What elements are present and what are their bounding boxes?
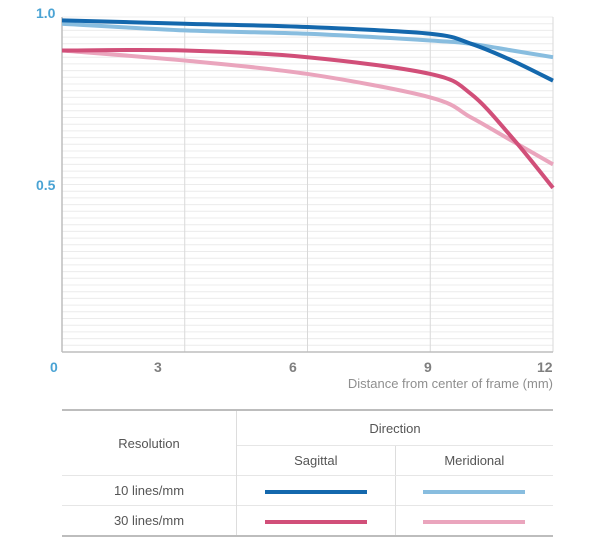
x-tick-label: 9 (424, 359, 432, 375)
meridional-30-swatch (423, 519, 526, 524)
x-tick-label: 3 (154, 359, 162, 375)
resolution-label: 30 lines/mm (62, 505, 237, 537)
meridional-10-swatch (423, 489, 526, 494)
series-line-10-lines-mm-meridional (61, 21, 554, 60)
y-tick-label: 0.5 (36, 177, 56, 193)
chart-lines (61, 18, 555, 190)
meridional-header: Meridional (395, 445, 553, 476)
x-origin-label: 0 (50, 359, 58, 375)
x-tick-label: 6 (289, 359, 297, 375)
sagittal-10-swatch (264, 489, 367, 494)
legend-table: Resolution Direction Sagittal Meridional… (62, 409, 553, 537)
chart-labels: 1.0 0.5 0 3 6 9 12 Distance from center … (36, 5, 553, 391)
chart-grid (62, 16, 554, 353)
legend-row: 10 lines/mm (62, 475, 553, 506)
series-line-30-lines-mm-sagittal (61, 48, 555, 190)
series-line-30-lines-mm-meridional (61, 48, 554, 167)
y-tick-label: 1.0 (36, 5, 56, 21)
direction-header: Direction (236, 409, 553, 446)
resolution-label: 10 lines/mm (62, 475, 237, 506)
series-line-10-lines-mm-sagittal (61, 18, 554, 83)
legend-row: 30 lines/mm (62, 505, 553, 537)
x-tick-label: 12 (537, 359, 553, 375)
sagittal-header: Sagittal (236, 445, 396, 476)
resolution-header: Resolution (62, 409, 237, 476)
sagittal-30-swatch (264, 519, 367, 524)
x-axis-title: Distance from center of frame (mm) (348, 376, 553, 391)
chart-axes (61, 17, 553, 353)
mtf-chart: 1.0 0.5 0 3 6 9 12 Distance from center … (36, 5, 555, 391)
